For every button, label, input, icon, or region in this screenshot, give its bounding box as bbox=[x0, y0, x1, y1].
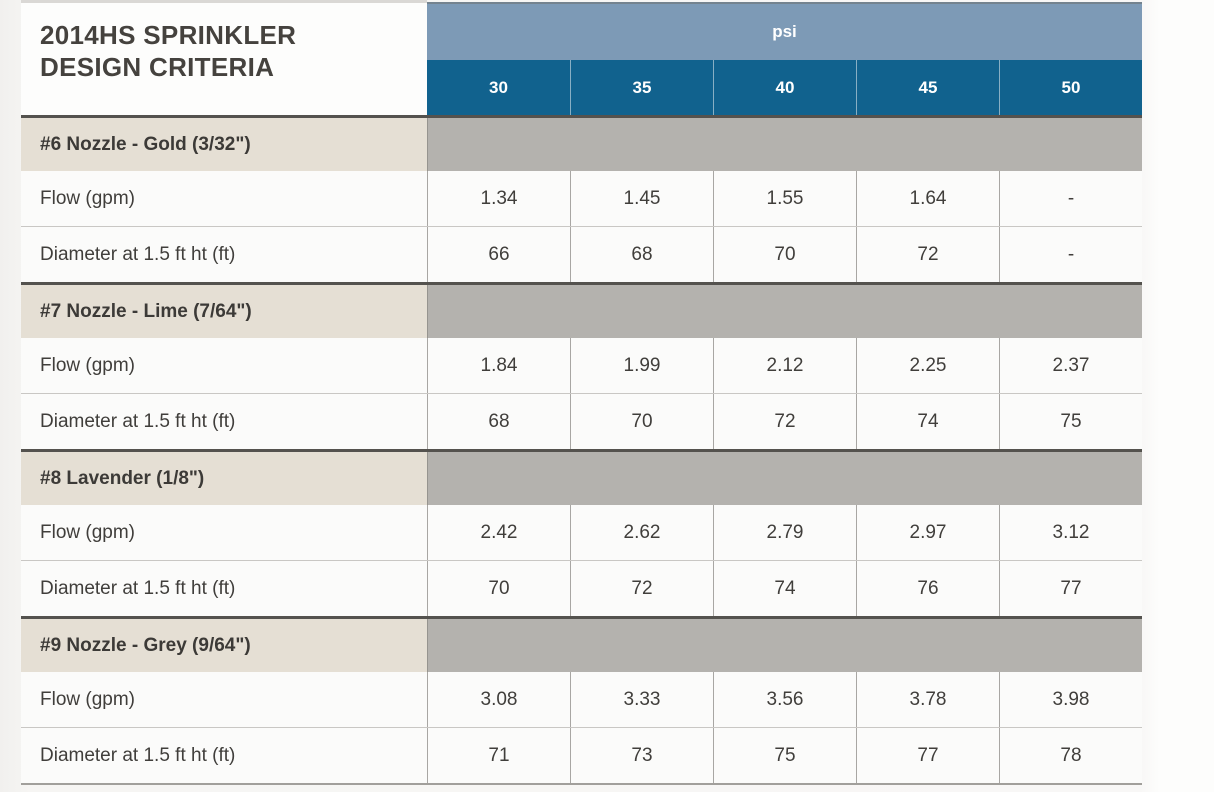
diameter-value: 70 bbox=[427, 561, 570, 616]
flow-value: - bbox=[999, 171, 1142, 226]
flow-value: 3.33 bbox=[570, 672, 713, 727]
table-row-flow: Flow (gpm) 1.34 1.45 1.55 1.64 - bbox=[21, 171, 1142, 227]
diameter-value: 66 bbox=[427, 227, 570, 282]
diameter-value: 73 bbox=[570, 728, 713, 783]
diameter-value: 77 bbox=[999, 561, 1142, 616]
section-header-filler bbox=[427, 118, 1142, 171]
table-row-diameter: Diameter at 1.5 ft ht (ft) 70 72 74 76 7… bbox=[21, 561, 1142, 616]
flow-value: 3.12 bbox=[999, 505, 1142, 560]
pressure-header-row: 30 35 40 45 50 bbox=[427, 60, 1142, 115]
flow-value: 1.64 bbox=[856, 171, 999, 226]
diameter-value: 72 bbox=[570, 561, 713, 616]
table-row-flow: Flow (gpm) 2.42 2.62 2.79 2.97 3.12 bbox=[21, 505, 1142, 561]
flow-value: 3.56 bbox=[713, 672, 856, 727]
flow-value: 3.98 bbox=[999, 672, 1142, 727]
row-label: Flow (gpm) bbox=[40, 187, 136, 209]
section-header-filler bbox=[427, 619, 1142, 672]
row-label: Flow (gpm) bbox=[40, 521, 136, 543]
section-nozzle-9: #9 Nozzle - Grey (9/64") Flow (gpm) 3.08… bbox=[21, 616, 1142, 783]
diameter-value: 77 bbox=[856, 728, 999, 783]
section-header-row: #8 Lavender (1/8") bbox=[21, 452, 1142, 505]
diameter-value: 74 bbox=[713, 561, 856, 616]
section-header-filler bbox=[427, 452, 1142, 505]
section-header-row: #7 Nozzle - Lime (7/64") bbox=[21, 285, 1142, 338]
pressure-col-header: 50 bbox=[999, 60, 1142, 115]
page-title: 2014HS SPRINKLER DESIGN CRITERIA bbox=[40, 20, 297, 82]
diameter-value: 68 bbox=[570, 227, 713, 282]
sprinkler-design-table: 2014HS SPRINKLER DESIGN CRITERIA psi 30 … bbox=[21, 0, 1142, 785]
row-label: Diameter at 1.5 ft ht (ft) bbox=[40, 577, 236, 599]
flow-value: 1.99 bbox=[570, 338, 713, 393]
diameter-value: 68 bbox=[427, 394, 570, 449]
section-nozzle-7: #7 Nozzle - Lime (7/64") Flow (gpm) 1.84… bbox=[21, 282, 1142, 449]
pressure-col-header: 30 bbox=[489, 77, 508, 97]
flow-value: 2.62 bbox=[570, 505, 713, 560]
flow-value: 3.78 bbox=[856, 672, 999, 727]
flow-value: 2.42 bbox=[427, 505, 570, 560]
section-title: #6 Nozzle - Gold (3/32") bbox=[21, 118, 427, 171]
diameter-value: 76 bbox=[856, 561, 999, 616]
flow-value: 1.55 bbox=[713, 171, 856, 226]
row-label: Diameter at 1.5 ft ht (ft) bbox=[40, 744, 236, 766]
table-row-flow: Flow (gpm) 1.84 1.99 2.12 2.25 2.37 bbox=[21, 338, 1142, 394]
diameter-value: 75 bbox=[999, 394, 1142, 449]
table-row-diameter: Diameter at 1.5 ft ht (ft) 66 68 70 72 - bbox=[21, 227, 1142, 282]
section-nozzle-8: #8 Lavender (1/8") Flow (gpm) 2.42 2.62 … bbox=[21, 449, 1142, 616]
title-cell: 2014HS SPRINKLER DESIGN CRITERIA bbox=[21, 0, 427, 115]
section-header-row: #6 Nozzle - Gold (3/32") bbox=[21, 118, 1142, 171]
section-nozzle-6: #6 Nozzle - Gold (3/32") Flow (gpm) 1.34… bbox=[21, 115, 1142, 282]
table-row-diameter: Diameter at 1.5 ft ht (ft) 68 70 72 74 7… bbox=[21, 394, 1142, 449]
pressure-col-header: 45 bbox=[856, 60, 999, 115]
section-header-filler bbox=[427, 285, 1142, 338]
diameter-value: 78 bbox=[999, 728, 1142, 783]
table-header: 2014HS SPRINKLER DESIGN CRITERIA psi 30 … bbox=[21, 0, 1142, 115]
table-row-diameter: Diameter at 1.5 ft ht (ft) 71 73 75 77 7… bbox=[21, 728, 1142, 783]
flow-value: 2.25 bbox=[856, 338, 999, 393]
flow-value: 1.45 bbox=[570, 171, 713, 226]
row-label: Diameter at 1.5 ft ht (ft) bbox=[40, 410, 236, 432]
flow-value: 2.37 bbox=[999, 338, 1142, 393]
section-title: #8 Lavender (1/8") bbox=[21, 452, 427, 505]
psi-header-group: psi 30 35 40 45 50 bbox=[427, 0, 1142, 115]
diameter-value: - bbox=[999, 227, 1142, 282]
flow-value: 2.12 bbox=[713, 338, 856, 393]
row-label: Flow (gpm) bbox=[40, 354, 136, 376]
flow-value: 2.97 bbox=[856, 505, 999, 560]
diameter-value: 71 bbox=[427, 728, 570, 783]
section-title: #7 Nozzle - Lime (7/64") bbox=[21, 285, 427, 338]
flow-value: 3.08 bbox=[427, 672, 570, 727]
pressure-col-header: 40 bbox=[713, 60, 856, 115]
psi-group-label: psi bbox=[427, 2, 1142, 60]
flow-value: 1.84 bbox=[427, 338, 570, 393]
table-row-flow: Flow (gpm) 3.08 3.33 3.56 3.78 3.98 bbox=[21, 672, 1142, 728]
diameter-value: 74 bbox=[856, 394, 999, 449]
diameter-value: 70 bbox=[713, 227, 856, 282]
section-header-row: #9 Nozzle - Grey (9/64") bbox=[21, 619, 1142, 672]
row-label: Flow (gpm) bbox=[40, 688, 136, 710]
flow-value: 1.34 bbox=[427, 171, 570, 226]
pressure-col-header: 35 bbox=[570, 60, 713, 115]
diameter-value: 72 bbox=[856, 227, 999, 282]
diameter-value: 72 bbox=[713, 394, 856, 449]
diameter-value: 70 bbox=[570, 394, 713, 449]
row-label: Diameter at 1.5 ft ht (ft) bbox=[40, 243, 236, 265]
section-title: #9 Nozzle - Grey (9/64") bbox=[21, 619, 427, 672]
diameter-value: 75 bbox=[713, 728, 856, 783]
flow-value: 2.79 bbox=[713, 505, 856, 560]
